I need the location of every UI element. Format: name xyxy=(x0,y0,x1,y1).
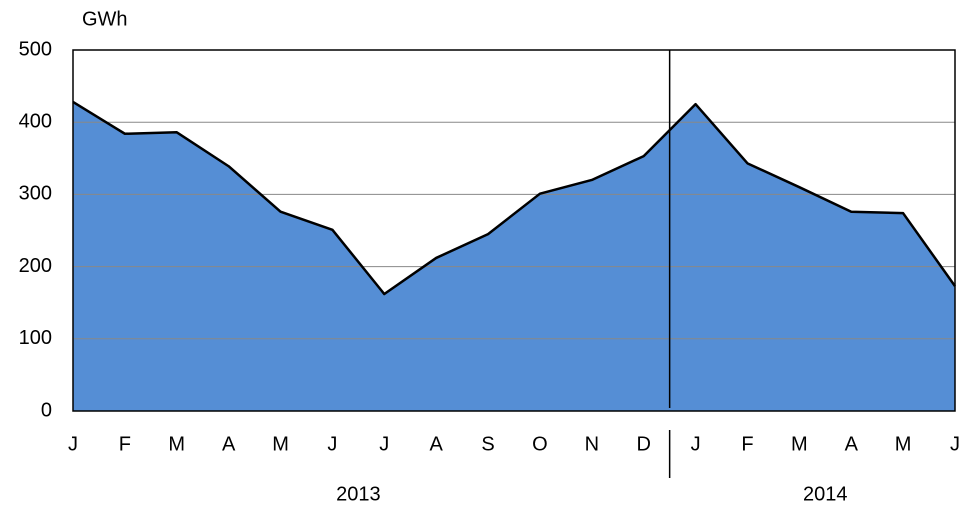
x-tick-label: J xyxy=(950,433,960,455)
area-outline xyxy=(72,100,957,296)
x-tick-label: J xyxy=(691,433,701,455)
x-tick-label: M xyxy=(791,433,808,455)
y-tick-label: 400 xyxy=(19,110,52,132)
x-tick-label: A xyxy=(845,433,859,455)
x-tick-label: J xyxy=(327,433,337,455)
year-label: 2014 xyxy=(803,483,848,505)
plot-frame xyxy=(72,49,956,412)
x-tick-label: D xyxy=(636,433,650,455)
x-tick-label: F xyxy=(119,433,131,455)
y-tick-label: 100 xyxy=(19,327,52,349)
x-tick-label: A xyxy=(222,433,236,455)
x-tick-label: M xyxy=(895,433,912,455)
y-tick-label: 0 xyxy=(41,399,52,421)
x-tick-label: M xyxy=(168,433,185,455)
x-tick-label: N xyxy=(585,433,599,455)
year-label: 2013 xyxy=(336,483,381,505)
x-tick-label: J xyxy=(379,433,389,455)
x-tick-label: O xyxy=(532,433,548,455)
y-tick-label: 200 xyxy=(19,255,52,277)
x-tick-label: S xyxy=(481,433,494,455)
area xyxy=(73,101,955,411)
x-tick-label: A xyxy=(430,433,444,455)
y-tick-label: 300 xyxy=(19,183,52,205)
x-tick-label: J xyxy=(68,433,78,455)
x-tick-label: F xyxy=(741,433,753,455)
y-axis-label: GWh xyxy=(82,8,128,30)
x-tick-label: M xyxy=(272,433,289,455)
y-tick-label: 500 xyxy=(19,38,52,60)
